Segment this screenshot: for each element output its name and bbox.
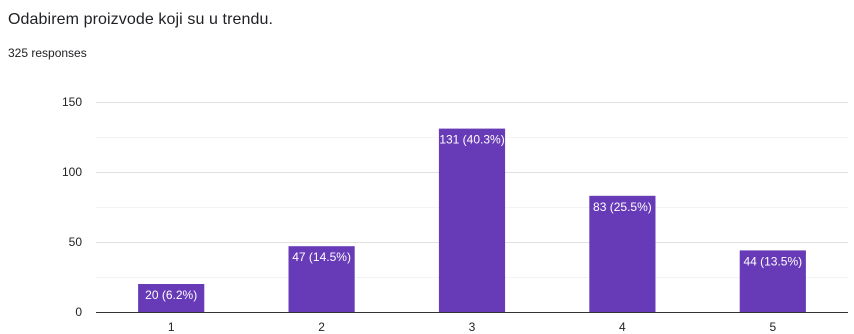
x-tick-label: 4 — [619, 320, 626, 334]
chart-bars: 20 (6.2%) 47 (14.5%) 131 (40.3%) 83 (25.5%)… — [138, 128, 806, 312]
y-tick-label: 100 — [62, 165, 82, 179]
bar[interactable] — [288, 246, 355, 312]
y-axis-ticks: 0 50 100 150 — [62, 95, 82, 319]
bar-data-label: 47 (14.5%) — [292, 250, 351, 264]
x-tick-label: 5 — [769, 320, 776, 334]
bar[interactable] — [138, 284, 205, 312]
response-count: 325 responses — [8, 46, 87, 60]
x-axis-ticks: 1 2 3 4 5 — [168, 320, 777, 334]
question-title: Odabirem proizvode koji su u trendu. — [8, 11, 274, 28]
bar-data-label: 131 (40.3%) — [439, 133, 504, 147]
bar-data-label: 20 (6.2%) — [145, 288, 197, 302]
y-tick-label: 150 — [62, 95, 82, 109]
bar[interactable] — [438, 128, 506, 312]
bar[interactable] — [739, 250, 806, 312]
x-tick-label: 3 — [469, 320, 476, 334]
bar[interactable] — [589, 195, 656, 312]
x-tick-label: 1 — [168, 320, 175, 334]
bar-data-label: 44 (13.5%) — [743, 254, 802, 268]
y-tick-label: 0 — [75, 305, 82, 319]
bar-data-label: 83 (25.5%) — [593, 200, 652, 214]
x-tick-label: 2 — [318, 320, 325, 334]
y-tick-label: 50 — [69, 235, 83, 249]
